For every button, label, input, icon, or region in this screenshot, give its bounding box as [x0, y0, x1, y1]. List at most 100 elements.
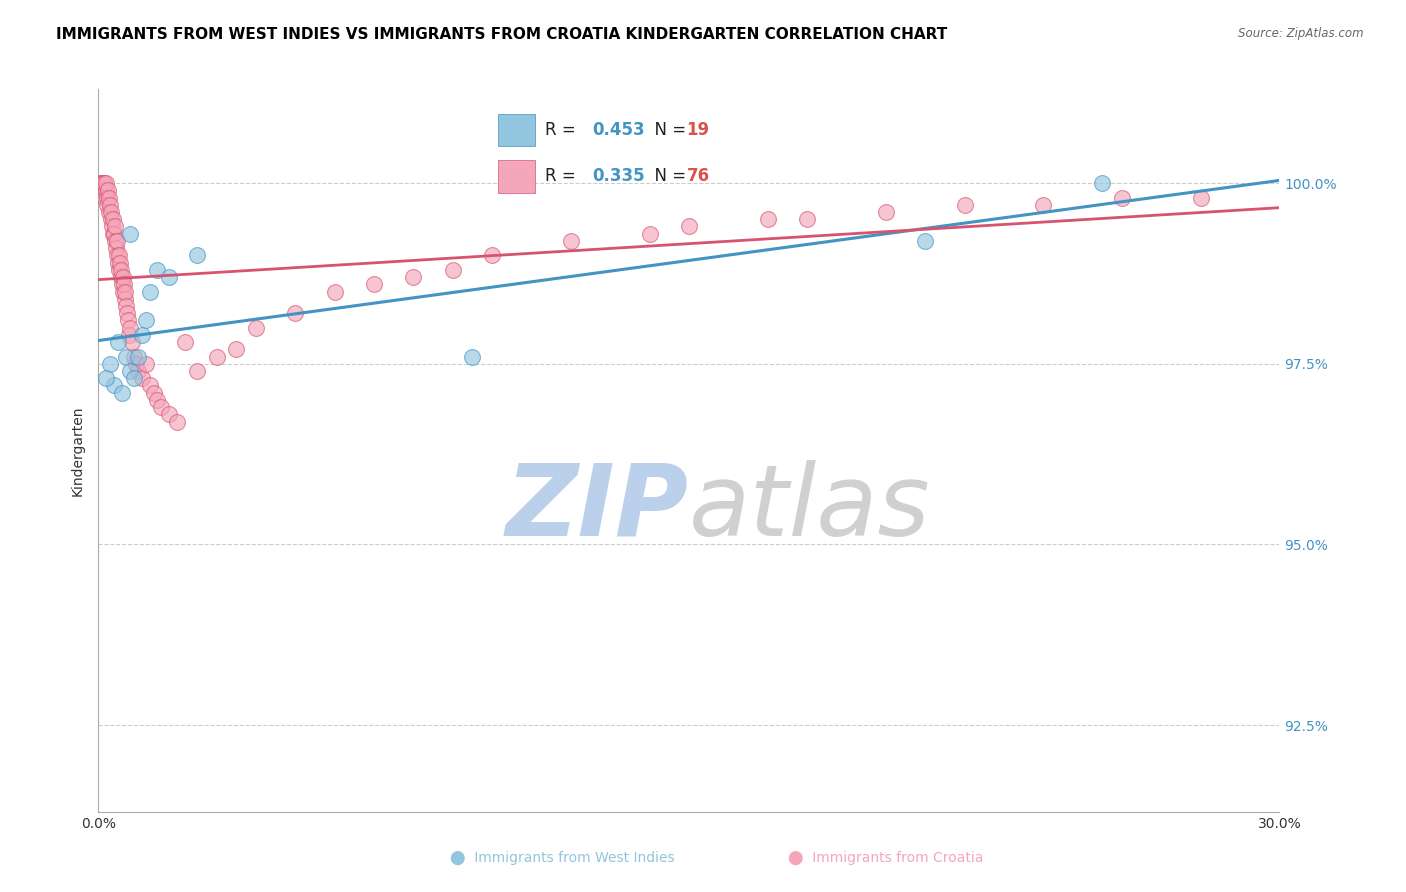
Point [112, 277, 135, 292]
Point [461, 350, 484, 364]
Point [114, 285, 136, 299]
Point [114, 292, 136, 306]
Point [402, 270, 425, 285]
Point [96, 176, 118, 190]
Point [441, 263, 464, 277]
Point [94, 183, 117, 197]
Point [108, 255, 131, 269]
Point [105, 234, 128, 248]
Text: IMMIGRANTS FROM WEST INDIES VS IMMIGRANTS FROM CROATIA KINDERGARTEN CORRELATION : IMMIGRANTS FROM WEST INDIES VS IMMIGRANT… [56, 27, 948, 42]
Point [127, 364, 149, 378]
Point [96, 371, 118, 385]
Point [121, 335, 143, 350]
Point [112, 285, 135, 299]
Point [105, 248, 128, 262]
Text: ⬤  Immigrants from Croatia: ⬤ Immigrants from Croatia [789, 851, 983, 865]
Point [100, 212, 122, 227]
Point [174, 335, 197, 350]
Point [118, 227, 141, 241]
Point [323, 285, 346, 299]
Point [1091, 176, 1114, 190]
Point [150, 400, 173, 414]
Point [94, 191, 117, 205]
Text: atlas: atlas [689, 459, 931, 557]
Point [108, 248, 131, 262]
Point [103, 227, 125, 241]
Point [111, 385, 134, 400]
Point [90, 176, 112, 190]
Point [157, 408, 180, 422]
Point [138, 378, 160, 392]
Point [135, 357, 157, 371]
Point [284, 306, 307, 320]
Point [118, 327, 141, 342]
Point [125, 357, 148, 371]
Point [110, 263, 132, 277]
Point [122, 350, 145, 364]
Point [115, 306, 138, 320]
Point [107, 255, 129, 269]
Point [93, 176, 115, 190]
Point [638, 227, 661, 241]
Point [205, 350, 228, 364]
Point [104, 219, 127, 234]
Point [146, 263, 169, 277]
Point [103, 227, 125, 241]
Point [107, 335, 129, 350]
Point [138, 285, 160, 299]
Point [245, 320, 267, 334]
Point [117, 313, 139, 327]
Point [111, 270, 134, 285]
Point [225, 343, 247, 357]
Y-axis label: Kindergarten: Kindergarten [70, 405, 84, 496]
Point [186, 248, 208, 262]
Point [756, 212, 779, 227]
Point [914, 234, 936, 248]
Point [186, 364, 208, 378]
Point [166, 415, 188, 429]
Point [118, 364, 141, 378]
Point [96, 198, 118, 212]
Point [796, 212, 818, 227]
Point [101, 219, 124, 234]
Point [98, 198, 121, 212]
Point [875, 205, 897, 219]
Point [100, 205, 122, 219]
Text: Source: ZipAtlas.com: Source: ZipAtlas.com [1239, 27, 1364, 40]
Point [115, 299, 138, 313]
Point [363, 277, 385, 292]
Point [127, 350, 149, 364]
Point [122, 371, 145, 385]
Point [110, 270, 132, 285]
Text: ⬤  Immigrants from West Indies: ⬤ Immigrants from West Indies [450, 851, 675, 865]
Point [96, 191, 118, 205]
Point [146, 392, 169, 407]
Point [1189, 191, 1212, 205]
Point [142, 385, 165, 400]
Point [98, 357, 121, 371]
Point [131, 371, 153, 385]
Point [115, 350, 138, 364]
Point [1032, 198, 1054, 212]
Point [105, 241, 128, 255]
Point [157, 270, 180, 285]
Point [111, 277, 134, 292]
Point [1111, 191, 1133, 205]
Point [98, 205, 121, 219]
Point [131, 327, 153, 342]
Point [98, 191, 121, 205]
Point [91, 176, 114, 190]
Point [93, 176, 115, 190]
Point [678, 219, 700, 234]
Point [135, 313, 157, 327]
Point [560, 234, 582, 248]
Point [108, 263, 131, 277]
Point [104, 234, 127, 248]
Point [118, 320, 141, 334]
Point [103, 378, 125, 392]
Text: ZIP: ZIP [506, 459, 689, 557]
Point [481, 248, 503, 262]
Point [91, 183, 114, 197]
Point [953, 198, 976, 212]
Point [97, 183, 120, 197]
